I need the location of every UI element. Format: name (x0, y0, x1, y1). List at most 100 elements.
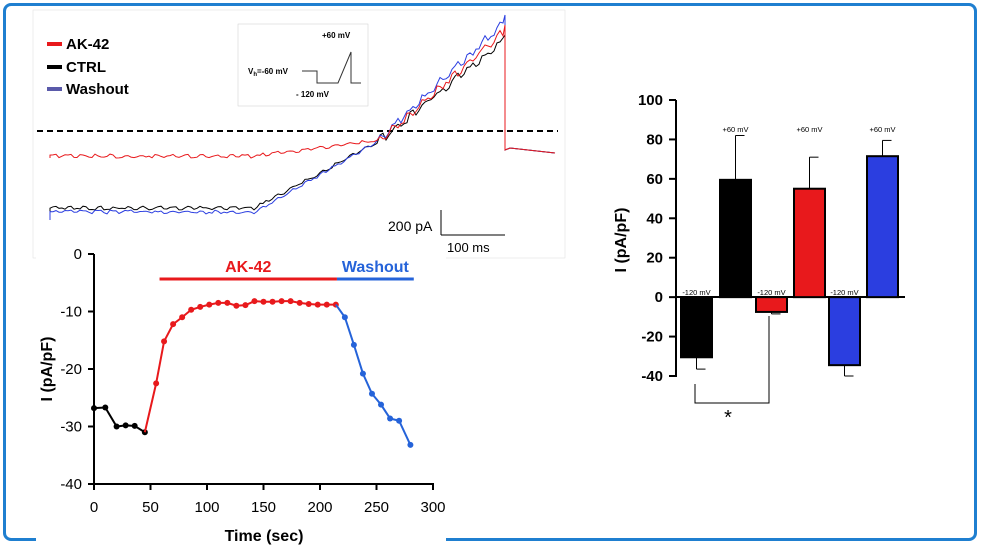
y-tick-label: -30 (60, 419, 82, 436)
x-tick-label: 50 (142, 499, 159, 516)
data-point-ak-42 (215, 299, 222, 306)
data-point-ctrl (131, 422, 138, 429)
significance-star: * (724, 407, 732, 429)
data-point-ak-42 (197, 303, 204, 310)
summary-panel: 100 80 60 40 20 0 -20 -40 -120 mV +60 mV -120 mV +… (613, 92, 905, 429)
y-tick-label: 80 (646, 131, 663, 148)
legend-label-washout: Washout (66, 81, 129, 98)
y-tick-label: 20 (646, 250, 663, 267)
data-point-washout (407, 441, 414, 448)
data-point-ak-42 (224, 299, 231, 306)
data-point-ctrl (113, 423, 120, 430)
scale-bar-current-label: 200 pA (388, 218, 433, 234)
summary-bar (866, 155, 899, 299)
voltage-protocol-trace (302, 51, 361, 84)
data-point-washout (368, 390, 375, 397)
summary-bar (828, 296, 861, 367)
y-tick-label: 0 (655, 289, 663, 306)
x-tick-label: 100 (194, 499, 219, 516)
treatment-bars: AK-42 Washout (159, 259, 414, 281)
time-course-y-ticks: 0 -10 -20 -30 -40 (60, 246, 94, 493)
data-point-washout (396, 417, 403, 424)
data-point-ak-42 (179, 314, 186, 321)
x-tick-label: 250 (364, 499, 389, 516)
y-tick-label: 60 (646, 171, 663, 188)
data-point-ak-42 (251, 298, 258, 305)
traces-legend: AK-42 CTRL Washout (47, 36, 129, 98)
legend-swatch-ctrl (47, 65, 62, 69)
inset-box (237, 23, 369, 107)
bar-voltage-label: -120 mV (757, 288, 785, 297)
legend-label-ak42: AK-42 (66, 36, 109, 53)
data-point-ak-42 (323, 301, 330, 308)
data-point-ctrl (122, 422, 129, 429)
data-point-ctrl (102, 404, 109, 411)
trace-ak42 (49, 24, 556, 159)
data-point-washout (359, 370, 366, 377)
bar-voltage-label: +60 mV (796, 125, 822, 134)
traces-panel: AK-42 CTRL Washout Vh=-60 mV +60 mV - 12… (32, 9, 566, 259)
summary-y-label: I (pA/pF) (613, 208, 630, 273)
x-tick-label: 200 (307, 499, 332, 516)
time-course-panel: 0 -10 -20 -30 -40 0 50 100 150 200 250 300 AK-42 Wa… (36, 238, 446, 545)
treatment-label-ak-42: AK-42 (225, 259, 271, 276)
y-tick-label: -10 (60, 304, 82, 321)
data-point-ak-42 (260, 298, 267, 305)
time-course-x-label: Time (sec) (225, 528, 304, 545)
y-tick-label: -40 (60, 476, 82, 493)
bar-voltage-label: -120 mV (830, 288, 858, 297)
y-tick-label: -40 (641, 368, 663, 385)
data-point-ctrl (91, 405, 97, 412)
data-point-ak-42 (278, 298, 285, 305)
series-line-ak-42 (143, 300, 336, 433)
y-tick-label: 40 (646, 210, 663, 227)
summary-bars: -120 mV +60 mV -120 mV +60 mV -120 mV +60 mV (680, 125, 899, 377)
data-point-ak-42 (188, 306, 195, 313)
y-tick-label: 100 (638, 92, 663, 109)
data-point-ak-42 (161, 338, 168, 345)
data-point-washout (378, 401, 385, 408)
time-course-y-label: I (pA/pF) (39, 337, 56, 402)
data-point-ak-42 (242, 302, 249, 309)
bar-voltage-label: +60 mV (722, 125, 748, 134)
inset-top-label: +60 mV (322, 31, 351, 40)
time-course-bg (36, 238, 446, 544)
data-point-ak-42 (305, 301, 312, 308)
data-point-ak-42 (153, 380, 160, 387)
data-point-ak-42 (233, 302, 240, 309)
data-point-washout (341, 314, 348, 321)
time-course-x-ticks: 0 50 100 150 200 250 300 (90, 484, 446, 516)
bar-voltage-label: +60 mV (869, 125, 895, 134)
y-tick-label: -20 (60, 361, 82, 378)
x-tick-label: 0 (90, 499, 98, 516)
summary-bar (793, 187, 826, 299)
inset-bottom-label: - 120 mV (296, 90, 330, 99)
trace-washout (49, 14, 556, 220)
data-point-ak-42 (314, 301, 321, 308)
time-course-series (91, 298, 414, 448)
data-point-ak-42 (287, 298, 294, 305)
data-point-washout (387, 415, 394, 422)
current-traces (49, 14, 556, 220)
significance-bracket (694, 316, 770, 404)
legend-swatch-ak42 (47, 42, 62, 46)
scale-bar: 200 pA 100 ms (388, 210, 505, 255)
legend-swatch-washout (47, 87, 62, 91)
data-point-washout (350, 341, 357, 348)
data-point-ak-42 (269, 298, 276, 305)
y-tick-label: -20 (641, 329, 663, 346)
data-point-ak-42 (206, 301, 213, 308)
summary-bar (755, 296, 788, 313)
legend-label-ctrl: CTRL (66, 59, 106, 76)
trace-ctrl (49, 33, 556, 215)
traces-panel-bg (32, 9, 566, 259)
voltage-protocol-inset: Vh=-60 mV +60 mV - 120 mV (237, 23, 369, 107)
bar-voltage-label: -120 mV (682, 288, 710, 297)
summary-bar (680, 296, 713, 359)
data-point-ak-42 (170, 321, 177, 328)
treatment-label-washout: Washout (342, 259, 410, 276)
inset-vh-label: Vh=-60 mV (248, 67, 289, 78)
x-tick-label: 150 (251, 499, 276, 516)
summary-bar (719, 178, 752, 299)
